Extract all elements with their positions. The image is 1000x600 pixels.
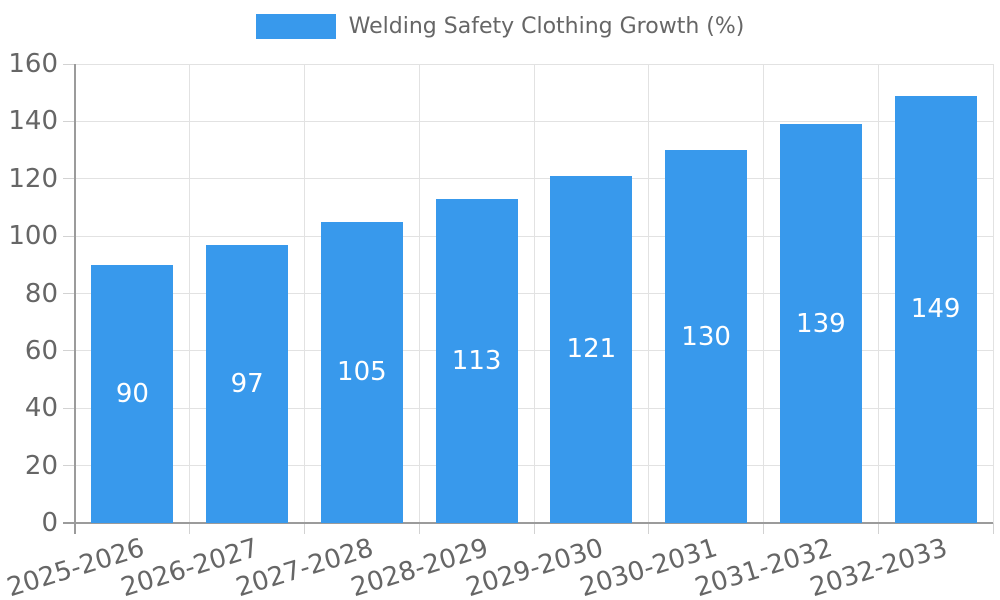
x-tick [418,523,420,534]
gridline-x [877,64,879,523]
bar: 139 [779,124,862,523]
bar-value-label: 105 [337,357,387,388]
y-tick [63,63,75,65]
gridline-x [304,64,305,523]
y-tick-label: 120 [8,163,58,194]
bar: 90 [91,264,174,523]
x-tick [304,523,305,534]
y-tick-label: 20 [24,450,58,481]
bar-value-label: 90 [115,378,149,409]
y-tick [63,465,75,467]
y-axis-line [74,64,76,534]
y-tick-label: 40 [24,393,58,424]
y-tick [63,293,75,294]
y-tick [63,407,75,409]
bar: 149 [894,95,977,523]
y-tick [63,178,75,180]
bar-value-label: 121 [566,334,617,365]
legend-label: Welding Safety Clothing Growth (%) [348,14,745,39]
x-axis-line [63,522,993,524]
y-tick [63,350,75,352]
bar-value-label: 130 [681,321,731,352]
bar: 105 [320,221,403,523]
bar-value-label: 113 [451,345,502,376]
x-tick [877,523,879,534]
gridline-x [648,64,650,523]
bar: 130 [665,150,748,523]
legend: Welding Safety Clothing Growth (%) [0,14,1000,39]
gridline-x [763,64,764,523]
gridline-x [418,64,420,523]
x-tick [189,523,191,534]
y-tick-label: 60 [24,335,58,366]
y-tick-label: 0 [41,508,58,538]
gridline-x [189,64,191,523]
gridline-x [992,64,994,523]
y-tick-label: 80 [24,278,58,309]
y-tick [63,235,75,237]
bar-value-label: 149 [910,294,961,325]
bar: 113 [435,198,518,523]
legend-swatch [255,14,336,39]
bar: 121 [550,175,633,523]
y-tick-label: 140 [8,106,58,137]
x-tick [992,523,994,534]
bar-value-label: 97 [230,368,264,399]
gridline-x [533,64,535,523]
y-tick-label: 160 [8,49,58,79]
y-tick-label: 100 [8,221,58,252]
bar-value-label: 139 [796,308,846,339]
y-tick [63,120,75,122]
x-tick [648,523,650,534]
bar: 97 [206,244,289,523]
legend-item[interactable]: Welding Safety Clothing Growth (%) [255,14,745,39]
x-tick [763,523,764,534]
x-tick [533,523,535,534]
